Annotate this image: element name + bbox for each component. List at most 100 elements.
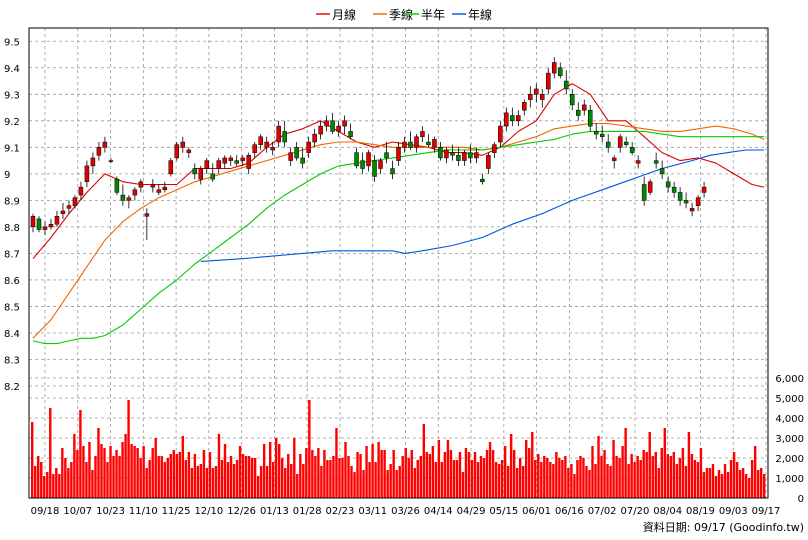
volume-bar xyxy=(756,470,760,498)
volume-bar xyxy=(714,476,718,498)
volume-bar xyxy=(103,448,106,498)
candlestick xyxy=(432,136,437,153)
candle-body xyxy=(228,157,233,161)
candle-body xyxy=(474,152,479,159)
volume-bar xyxy=(732,452,736,498)
price-tick-label: 9 xyxy=(4,170,10,181)
volume-bar xyxy=(100,444,103,498)
candlestick xyxy=(162,181,168,193)
candlestick xyxy=(516,110,521,127)
volume-bar xyxy=(356,452,359,498)
candlestick xyxy=(156,184,162,196)
volume-bar xyxy=(515,468,519,498)
candlestick xyxy=(701,181,707,198)
volume-bar xyxy=(485,450,489,498)
price-tick-label: 8.4 xyxy=(4,329,20,340)
volume-bar xyxy=(479,456,483,498)
volume-bar xyxy=(558,458,561,498)
candlestick xyxy=(372,155,377,182)
volume-bar xyxy=(534,460,537,498)
candle-body xyxy=(90,157,96,167)
date-tick-label: 01/13 xyxy=(260,506,289,517)
volume-bar xyxy=(88,442,91,498)
volume-bar xyxy=(118,456,121,498)
candle-body xyxy=(689,208,695,212)
candlestick xyxy=(294,142,299,161)
volume-bar xyxy=(591,446,594,498)
volume-bar xyxy=(67,468,70,498)
candle-body xyxy=(462,152,467,161)
candlestick xyxy=(150,179,156,193)
candle-body xyxy=(695,197,701,206)
price-tick-label: 9.2 xyxy=(4,117,20,128)
candlestick xyxy=(222,155,227,169)
candlestick xyxy=(498,120,503,148)
price-tick-label: 9.5 xyxy=(4,37,20,48)
volume-bar xyxy=(278,444,281,498)
volume-bar xyxy=(585,466,588,498)
volume-bar xyxy=(666,454,670,498)
volume-bar xyxy=(353,472,356,498)
candle-body xyxy=(444,149,449,159)
candle-body xyxy=(587,109,593,127)
date-tick-label: 02/23 xyxy=(326,506,355,517)
volume-bar xyxy=(627,464,630,498)
candlestick xyxy=(528,86,533,108)
candlestick xyxy=(677,187,683,206)
volume-bar xyxy=(729,460,733,498)
volume-bar xyxy=(431,446,435,498)
volume-bar xyxy=(344,442,347,498)
candlestick xyxy=(60,203,66,219)
candle-body xyxy=(318,125,323,135)
volume-bar xyxy=(314,456,317,498)
volume-bar xyxy=(437,440,441,498)
volume-tick-label: 0 xyxy=(798,494,804,505)
volume-tick-label: 2,000 xyxy=(775,454,804,465)
date-tick-label: 05/15 xyxy=(489,506,518,517)
volume-bar xyxy=(136,448,139,498)
candlestick xyxy=(174,142,180,161)
candlestick xyxy=(312,128,317,148)
volume-bar xyxy=(76,450,79,498)
candle-body xyxy=(366,152,371,167)
date-tick-label: 07/02 xyxy=(588,506,617,517)
candle-body xyxy=(360,160,365,169)
legend: 月線 季線 半年 年線 xyxy=(316,7,492,22)
candlestick xyxy=(120,184,126,206)
candle-body xyxy=(162,186,168,191)
candle-body xyxy=(450,152,455,156)
volume-bar xyxy=(145,468,148,498)
candlestick xyxy=(246,152,251,174)
candle-body xyxy=(528,94,533,100)
candle-body xyxy=(192,168,198,175)
volume-bar xyxy=(259,466,263,498)
candlestick xyxy=(593,123,599,140)
volume-bar xyxy=(654,452,657,498)
candle-body xyxy=(408,141,413,148)
volume-bar xyxy=(175,454,179,498)
volume-bar xyxy=(762,474,766,498)
candle-body xyxy=(156,189,162,193)
candle-body xyxy=(306,141,311,153)
volume-bar xyxy=(202,450,206,498)
volume-bar xyxy=(208,452,212,498)
candlestick xyxy=(240,155,245,166)
date-tick-label: 06/16 xyxy=(555,506,584,517)
volume-bar xyxy=(326,460,329,498)
volume-bar xyxy=(374,462,377,498)
volume-bar xyxy=(323,450,326,498)
volume-bar xyxy=(139,458,142,498)
volume-bar xyxy=(600,456,603,498)
date-tick-label: 01/28 xyxy=(293,506,322,517)
volume-bar xyxy=(392,450,395,498)
volume-bar xyxy=(512,450,516,498)
volume-bar xyxy=(702,472,706,498)
volume-bar xyxy=(705,468,709,498)
candle-body xyxy=(552,62,557,74)
volume-bar xyxy=(669,456,673,498)
volume-bar xyxy=(97,428,100,498)
candle-body xyxy=(42,226,48,230)
candle-body xyxy=(384,152,389,159)
volume-bar xyxy=(296,474,299,498)
volume-bar xyxy=(383,450,386,498)
